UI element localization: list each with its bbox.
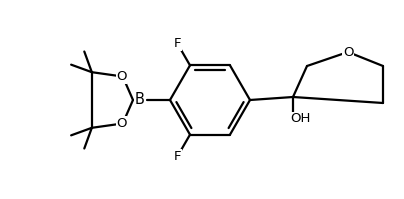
Text: B: B xyxy=(135,93,145,107)
Text: O: O xyxy=(116,117,127,130)
Text: O: O xyxy=(343,46,353,59)
Text: F: F xyxy=(174,150,181,163)
Text: F: F xyxy=(174,37,181,50)
Text: OH: OH xyxy=(290,112,310,126)
Text: O: O xyxy=(116,70,127,83)
